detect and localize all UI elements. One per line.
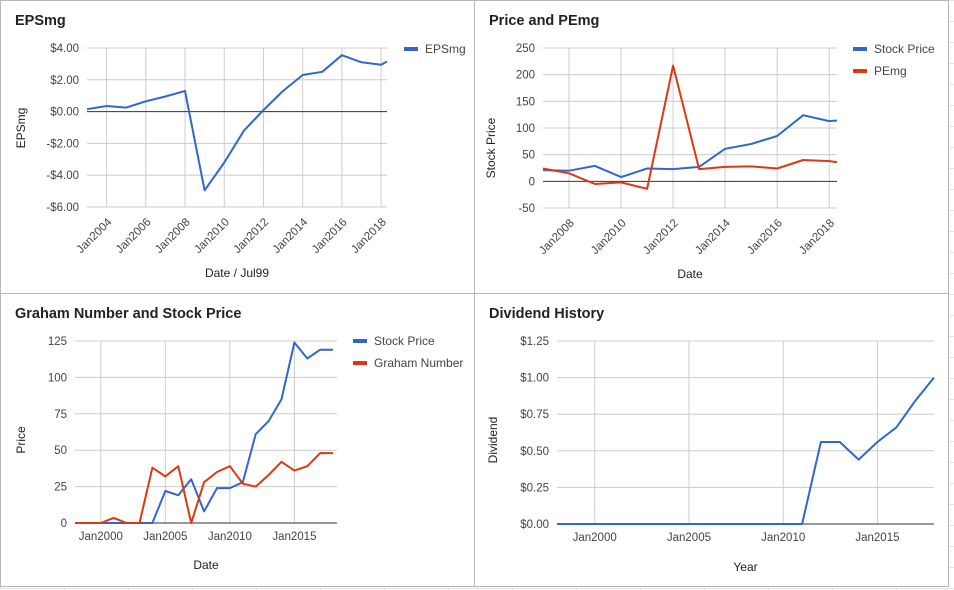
y-tick-label: $2.00 bbox=[50, 75, 79, 87]
legend-item: Stock Price bbox=[853, 38, 935, 60]
y-tick-label: 75 bbox=[54, 409, 67, 421]
legend-item: Stock Price bbox=[353, 330, 463, 352]
y-axis-title: Price bbox=[14, 426, 28, 454]
epsmg-line-chart: $4.00 $2.00 $0.00 -$2.00 -$4.00 -$6.00 Jan2004… bbox=[14, 43, 389, 280]
x-tick-label: Jan2008 bbox=[153, 216, 193, 256]
legend-label: PEmg bbox=[874, 64, 907, 78]
y-tick-label: 50 bbox=[522, 150, 535, 162]
x-tick-label: Jan2018 bbox=[349, 216, 389, 256]
x-tick-label: Jan2000 bbox=[79, 531, 123, 543]
x-axis-title: Date / Jul99 bbox=[205, 266, 269, 280]
x-axis-title: Date bbox=[677, 267, 703, 281]
chart-panel-graham-number[interactable]: Graham Number and Stock Price 125 100 75 50… bbox=[0, 293, 475, 587]
y-tick-label: 0 bbox=[61, 518, 67, 530]
y-tick-label: $0.00 bbox=[520, 519, 549, 531]
x-tick-label: Jan2014 bbox=[693, 217, 733, 257]
y-tick-label: -$2.00 bbox=[46, 138, 79, 150]
x-tick-label: Jan2010 bbox=[589, 217, 629, 257]
y-axis-title: Dividend bbox=[486, 417, 500, 464]
y-tick-label: 250 bbox=[516, 43, 535, 55]
y-tick-label: 50 bbox=[54, 445, 67, 457]
y-tick-label: $1.00 bbox=[520, 373, 549, 385]
chart-legend: EPSmg bbox=[404, 38, 466, 60]
x-tick-label: Jan2010 bbox=[208, 531, 252, 543]
x-tick-label: Jan2018 bbox=[797, 217, 837, 257]
series-line bbox=[75, 452, 334, 524]
legend-swatch bbox=[353, 339, 367, 343]
x-tick-label: Jan2008 bbox=[537, 217, 577, 257]
series-line bbox=[542, 114, 838, 179]
y-tick-label: $0.50 bbox=[520, 446, 549, 458]
y-tick-label: -$4.00 bbox=[46, 170, 79, 182]
y-tick-label: -$6.00 bbox=[46, 202, 79, 214]
y-tick-label: -50 bbox=[518, 203, 535, 215]
y-axis-title: EPSmg bbox=[14, 108, 28, 149]
x-tick-label: Jan2016 bbox=[310, 216, 350, 256]
legend-swatch bbox=[404, 47, 418, 51]
legend-swatch bbox=[853, 69, 867, 73]
x-tick-label: Jan2006 bbox=[114, 216, 154, 256]
x-axis-title: Date bbox=[193, 558, 219, 572]
y-tick-label: 150 bbox=[516, 96, 535, 108]
chart-title: Price and PEmg bbox=[489, 13, 600, 29]
x-tick-label: Jan2015 bbox=[855, 532, 899, 544]
graham-number-line-chart: 125 100 75 50 25 0 Jan2000 Jan2005 Jan2010 Jan201… bbox=[14, 336, 337, 572]
chart-title: Dividend History bbox=[489, 306, 605, 322]
legend-swatch bbox=[353, 361, 367, 365]
legend-swatch bbox=[853, 47, 867, 51]
y-tick-label: 25 bbox=[54, 482, 67, 494]
series-line bbox=[75, 341, 334, 524]
legend-item: EPSmg bbox=[404, 38, 466, 60]
chart-title: EPSmg bbox=[15, 13, 66, 29]
y-tick-label: 200 bbox=[516, 70, 535, 82]
y-tick-label: $4.00 bbox=[50, 43, 79, 55]
y-tick-label: $1.25 bbox=[520, 336, 549, 348]
legend-label: Graham Number bbox=[374, 356, 464, 370]
chart-legend: Stock Price PEmg bbox=[853, 38, 935, 82]
y-tick-label: 100 bbox=[48, 372, 67, 384]
x-tick-label: Jan2012 bbox=[232, 216, 272, 256]
y-tick-label: 100 bbox=[516, 123, 535, 135]
x-tick-label: Jan2012 bbox=[641, 217, 681, 257]
y-tick-label: $0.25 bbox=[520, 482, 549, 494]
chart-panel-price-and-pemg[interactable]: Price and PEmg 250 200 150 100 50 0 -50 Jan2008… bbox=[474, 0, 949, 294]
y-tick-label: $0.75 bbox=[520, 409, 549, 421]
legend-item: Graham Number bbox=[353, 352, 463, 374]
y-tick-label: 125 bbox=[48, 336, 67, 348]
series-line bbox=[86, 54, 388, 192]
series-line bbox=[542, 64, 838, 190]
x-tick-label: Jan2000 bbox=[573, 532, 617, 544]
chart-panel-dividend-history[interactable]: Dividend History $1.25 $1.00 $0.75 $0.50 $0.… bbox=[474, 293, 949, 587]
legend-item: PEmg bbox=[853, 60, 935, 82]
y-tick-label: $0.00 bbox=[50, 107, 79, 119]
legend-label: Stock Price bbox=[374, 334, 435, 348]
chart-title: Graham Number and Stock Price bbox=[15, 306, 242, 322]
x-tick-label: Jan2005 bbox=[667, 532, 711, 544]
x-axis-title: Year bbox=[733, 560, 757, 574]
x-tick-label: Jan2015 bbox=[272, 531, 316, 543]
series-line bbox=[557, 376, 935, 525]
x-tick-label: Jan2016 bbox=[745, 217, 785, 257]
chart-legend: Stock Price Graham Number bbox=[353, 330, 463, 374]
legend-label: EPSmg bbox=[425, 42, 466, 56]
dividend-history-line-chart: $1.25 $1.00 $0.75 $0.50 $0.25 $0.00 Jan2000 Jan… bbox=[486, 336, 935, 574]
x-tick-label: Jan2004 bbox=[75, 216, 115, 256]
x-tick-label: Jan2005 bbox=[143, 531, 187, 543]
legend-label: Stock Price bbox=[874, 42, 935, 56]
chart-panel-epsmg[interactable]: EPSmg $4.00 $2.00 $0.00 -$2.00 -$4.00 -$6.00 J… bbox=[0, 0, 475, 294]
y-axis-title: Stock Price bbox=[484, 117, 498, 178]
y-tick-label: 0 bbox=[529, 176, 535, 188]
x-tick-label: Jan2014 bbox=[271, 216, 311, 256]
x-tick-label: Jan2010 bbox=[761, 532, 805, 544]
x-tick-label: Jan2010 bbox=[192, 216, 232, 256]
